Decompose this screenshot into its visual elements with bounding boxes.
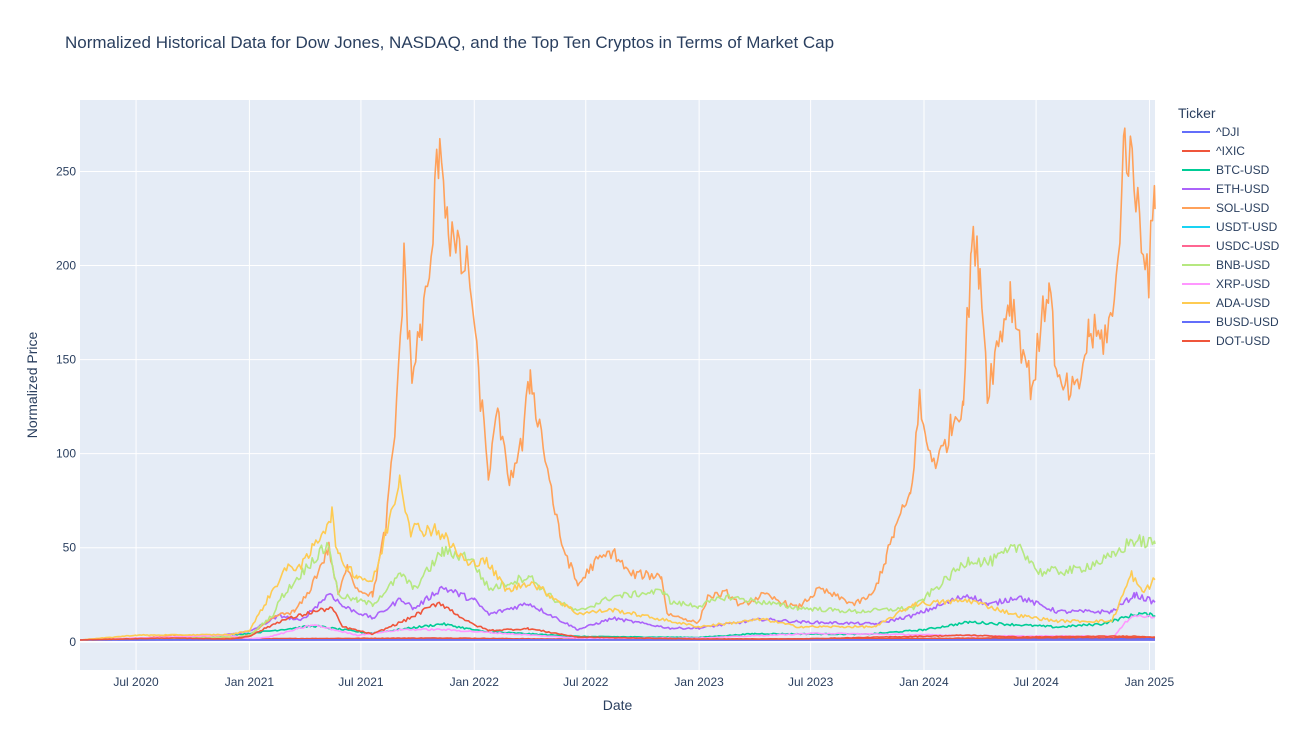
legend-title: Ticker: [1178, 105, 1216, 121]
x-axis-ticks: Jul 2020 Jan 2021 Jul 2021 Jan 2022 Jul 2022…: [113, 675, 1174, 689]
legend-item-label[interactable]: USDC-USD: [1216, 239, 1280, 253]
y-tick-label: 150: [56, 353, 76, 367]
series-line: [80, 474, 1156, 641]
x-tick-label: Jul 2020: [113, 675, 159, 689]
legend-item-label[interactable]: BTC-USD: [1216, 163, 1270, 177]
legend: Ticker ^DJI ^IXIC BTC-USD ETH-USD SOL-USD USD…: [1178, 105, 1280, 348]
y-tick-label: 250: [56, 164, 76, 178]
y-tick-label: 0: [69, 635, 76, 649]
legend-item-label[interactable]: ^DJI: [1216, 125, 1240, 139]
series-line: [80, 534, 1156, 641]
legend-item-label[interactable]: ETH-USD: [1216, 182, 1270, 196]
legend-item-label[interactable]: BUSD-USD: [1216, 315, 1279, 329]
x-tick-label: Jan 2023: [674, 675, 724, 689]
y-tick-label: 50: [63, 541, 77, 555]
x-tick-label: Jan 2025: [1125, 675, 1175, 689]
x-tick-label: Jan 2022: [450, 675, 500, 689]
y-axis-title: Normalized Price: [24, 331, 40, 438]
plot-area: [80, 100, 1155, 670]
y-axis-ticks: 0 50 100 150 200 250: [56, 164, 76, 648]
series-line: [79, 127, 1156, 641]
legend-item-label[interactable]: BNB-USD: [1216, 258, 1270, 272]
x-tick-label: Jul 2021: [338, 675, 384, 689]
y-tick-label: 100: [56, 447, 76, 461]
legend-item-label[interactable]: ADA-USD: [1216, 296, 1270, 310]
x-axis-title: Date: [603, 697, 633, 713]
x-tick-label: Jul 2023: [788, 675, 834, 689]
series-lines: [79, 127, 1156, 641]
legend-item-label[interactable]: SOL-USD: [1216, 201, 1270, 215]
x-tick-label: Jul 2022: [563, 675, 609, 689]
x-tick-label: Jan 2024: [899, 675, 949, 689]
chart-title: Normalized Historical Data for Dow Jones…: [65, 33, 835, 52]
legend-item-label[interactable]: DOT-USD: [1216, 334, 1270, 348]
legend-item-label[interactable]: USDT-USD: [1216, 220, 1278, 234]
legend-item-label[interactable]: ^IXIC: [1216, 144, 1245, 158]
series-line: [80, 601, 1155, 641]
x-tick-label: Jan 2021: [225, 675, 275, 689]
legend-item-label[interactable]: XRP-USD: [1216, 277, 1270, 291]
x-tick-label: Jul 2024: [1013, 675, 1059, 689]
y-tick-label: 200: [56, 259, 76, 273]
